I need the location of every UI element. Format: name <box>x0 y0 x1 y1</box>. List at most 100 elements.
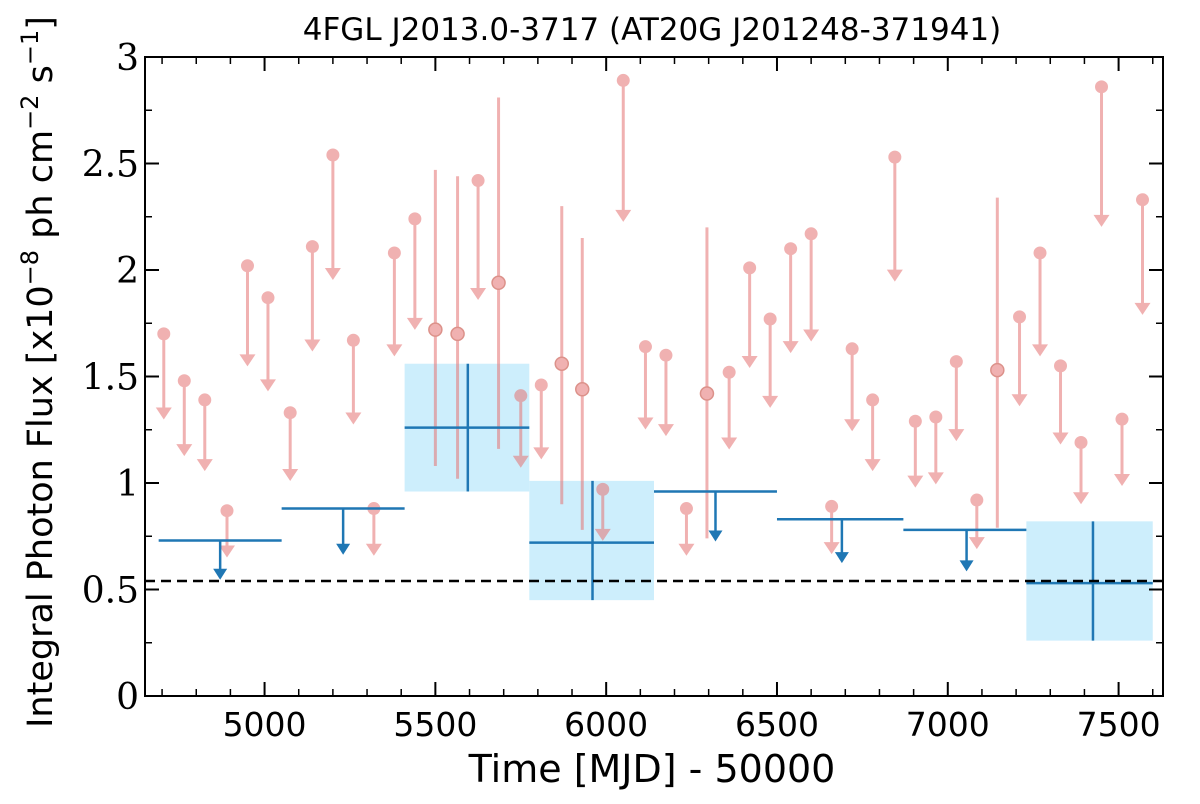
short-upper-limit-arrow <box>823 542 840 555</box>
y-axis-label-exp2: −2 <box>16 95 44 130</box>
short-bin-upper-limit-32 <box>948 355 965 442</box>
short-bin-detection-5 <box>699 227 715 539</box>
short-bin-upper-limit-8 <box>324 148 341 281</box>
short-upper-limit-point <box>1074 436 1088 450</box>
short-bin-upper-limit-23 <box>762 312 779 408</box>
y-tick-label: 0 <box>116 677 139 718</box>
long-bin-detection-0 <box>404 363 530 492</box>
short-upper-limit-arrow <box>721 437 738 450</box>
short-bin-upper-limit-36 <box>1052 359 1069 445</box>
short-bin-upper-limit-15 <box>533 378 550 460</box>
short-upper-limit-arrow <box>1011 394 1028 407</box>
short-detection-point <box>450 326 465 342</box>
short-upper-limit-point <box>659 348 673 362</box>
short-upper-limit-point <box>888 150 902 164</box>
short-upper-limit-arrow <box>304 339 321 352</box>
short-upper-limit-arrow <box>782 341 799 354</box>
short-upper-limit-point <box>157 327 171 341</box>
short-upper-limit-point <box>198 393 212 407</box>
short-upper-limit-arrow <box>406 317 423 330</box>
x-tick-label: 5500 <box>393 705 477 744</box>
short-upper-limit-arrow <box>239 354 256 367</box>
short-bin-upper-limit-34 <box>1011 310 1028 407</box>
short-upper-limit-point <box>1095 80 1109 94</box>
short-detection-point <box>554 356 570 371</box>
short-upper-limit-arrow <box>864 459 881 472</box>
short-detection-point <box>575 382 590 397</box>
short-upper-limit-point <box>804 227 818 241</box>
short-upper-limit-point <box>346 333 360 347</box>
short-bin-upper-limit-18 <box>637 340 654 430</box>
short-bin-upper-limit-28 <box>864 393 881 472</box>
short-bin-upper-limit-35 <box>1032 246 1049 357</box>
y-axis-label-main: Integral Photon Flux [x10 <box>21 285 61 728</box>
long-upper-limit-arrow <box>959 560 974 572</box>
short-bin-upper-limit-4 <box>239 259 256 367</box>
short-upper-limit-arrow <box>533 447 550 460</box>
short-upper-limit-arrow <box>637 417 654 430</box>
y-tick-label: 0.5 <box>82 571 139 612</box>
short-upper-limit-arrow <box>907 475 924 488</box>
short-upper-limit-arrow <box>657 424 674 437</box>
short-upper-limit-point <box>596 482 610 496</box>
short-upper-limit-arrow <box>678 543 695 556</box>
long-upper-limit-arrow <box>708 530 723 542</box>
short-upper-limit-arrow <box>512 455 529 468</box>
short-upper-limit-point <box>866 393 880 407</box>
short-upper-limit-arrow <box>218 545 235 558</box>
short-bin-upper-limit-38 <box>1093 80 1110 227</box>
short-upper-limit-point <box>220 504 234 518</box>
short-bin-upper-limit-39 <box>1114 412 1131 487</box>
long-bin-upper-limit-2 <box>654 490 777 542</box>
short-bin-upper-limit-29 <box>886 150 903 282</box>
y-axis-label-exp3: −1 <box>16 30 44 65</box>
y-axis-label-mid2: s <box>21 65 61 94</box>
y-axis-label-exp1: −8 <box>16 250 44 285</box>
short-upper-limit-arrow <box>1134 302 1151 315</box>
y-tick-label: 1.5 <box>82 358 139 399</box>
short-upper-limit-point <box>1115 412 1129 426</box>
short-bin-upper-limit-10 <box>365 502 382 556</box>
short-bin-detection-0 <box>428 169 443 466</box>
short-upper-limit-point <box>471 174 485 188</box>
x-axis-label: Time [MJD] - 50000 <box>468 747 836 791</box>
short-upper-limit-point <box>514 389 528 403</box>
short-upper-limit-point <box>534 378 548 392</box>
short-bin-upper-limit-14 <box>512 389 529 468</box>
short-bin-upper-limit-9 <box>345 333 362 425</box>
short-detection-point <box>990 362 1005 378</box>
short-bin-upper-limit-26 <box>823 499 840 555</box>
short-upper-limit-point <box>929 410 943 424</box>
short-bin-upper-limit-5 <box>259 291 276 392</box>
short-upper-limit-arrow <box>803 329 820 342</box>
short-upper-limit-point <box>743 261 757 275</box>
short-upper-limit-point <box>638 340 652 354</box>
x-tick-label: 7000 <box>906 705 990 744</box>
y-tick-label: 3 <box>116 38 139 79</box>
short-upper-limit-arrow <box>948 429 965 442</box>
short-upper-limit-arrow <box>741 356 758 369</box>
short-bin-upper-limit-0 <box>155 327 172 420</box>
chart-title: 4FGL J2013.0-3717 (AT20G J201248-371941) <box>303 12 1002 48</box>
short-upper-limit-arrow <box>365 543 382 556</box>
short-bin-detection-3 <box>554 206 570 505</box>
short-upper-limit-point <box>283 406 297 420</box>
short-bin-upper-limit-2 <box>196 393 213 472</box>
short-upper-limit-arrow <box>345 412 362 425</box>
short-upper-limit-point <box>408 212 422 226</box>
short-bin-upper-limit-20 <box>678 502 695 556</box>
short-upper-limit-point <box>679 502 693 516</box>
short-upper-limit-point <box>908 414 922 428</box>
long-bin-upper-limit-1 <box>281 507 405 555</box>
long-upper-limit-arrow <box>834 552 849 564</box>
short-detection-point <box>491 275 506 291</box>
short-upper-limit-point <box>763 312 777 326</box>
short-upper-limit-arrow <box>196 459 213 472</box>
long-upper-limit-arrow <box>213 568 228 580</box>
x-tick-label: 6000 <box>564 705 648 744</box>
short-upper-limit-point <box>240 259 254 273</box>
short-upper-limit-point <box>1013 310 1027 324</box>
short-upper-limit-point <box>261 291 275 305</box>
short-upper-limit-arrow <box>594 528 611 541</box>
short-upper-limit-arrow <box>886 269 903 282</box>
